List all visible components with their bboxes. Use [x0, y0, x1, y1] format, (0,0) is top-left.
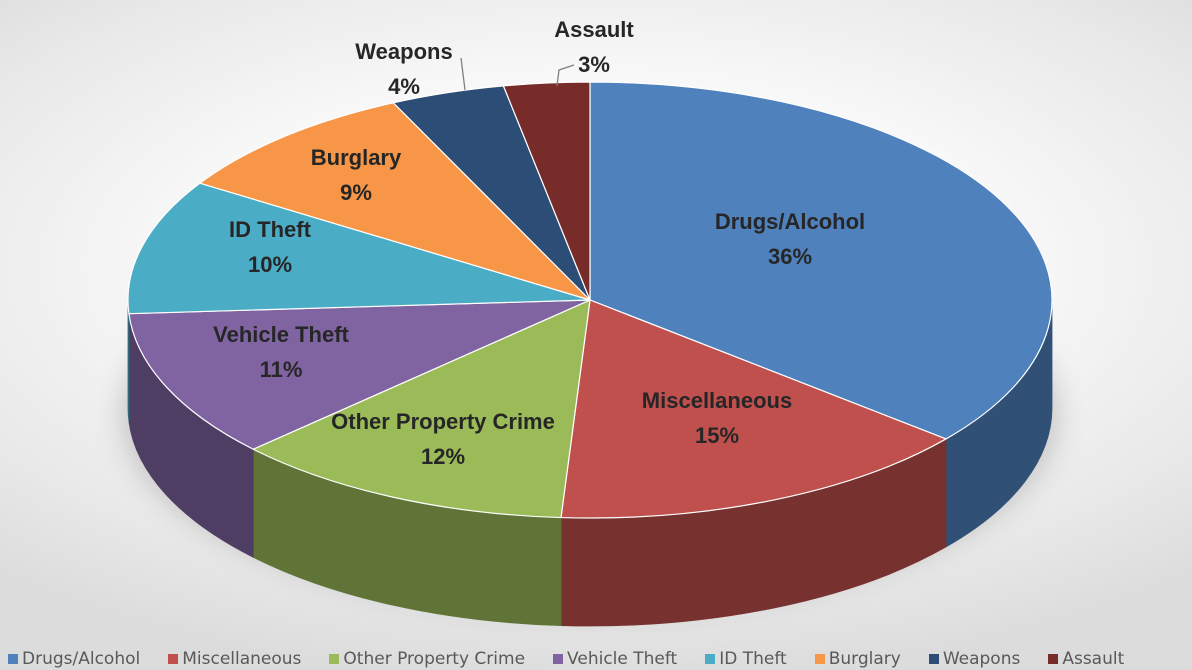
data-label-category: Burglary [311, 145, 402, 170]
leader-line-assault [556, 64, 575, 87]
legend-label: Assault [1062, 649, 1125, 669]
legend-label: Burglary [828, 649, 901, 669]
data-label-weapons: Weapons 4% [355, 39, 452, 99]
leader-lines [460, 57, 575, 91]
legend-label: Miscellaneous [182, 649, 302, 669]
data-label-value: 10% [248, 252, 292, 277]
legend-swatch [329, 654, 340, 664]
data-label-id-theft: ID Theft 10% [229, 217, 312, 277]
legend-swatch [8, 654, 18, 664]
legend-item-miscellaneous: Miscellaneous [168, 649, 301, 669]
pie-slice-assault [502, 81, 591, 301]
legend-item-vehicle-theft: Vehicle Theft [553, 649, 677, 669]
pie-side-id-theft [127, 299, 130, 422]
data-label-value: 9% [340, 180, 372, 205]
legend-swatch [168, 654, 179, 664]
data-label-category: Miscellaneous [642, 388, 792, 413]
data-label-category: Vehicle Theft [213, 322, 349, 347]
leader-line-weapons [460, 57, 466, 91]
data-labels: Drugs/Alcohol 36% Miscellaneous 15% Other Pr… [213, 17, 865, 469]
legend-label: Weapons [942, 649, 1021, 669]
pie-slice-id-theft [127, 182, 591, 315]
legend-item-assault: Assault [1048, 649, 1124, 669]
legend-item-other-property-crime: Other Property Crime [329, 649, 525, 669]
legend-label: Vehicle Theft [567, 649, 678, 669]
data-label-value: 3% [578, 52, 610, 77]
pie-slice-miscellaneous [560, 299, 947, 519]
data-label-other-property-crime: Other Property Crime 12% [331, 409, 555, 469]
legend-swatch [553, 654, 564, 664]
data-label-value: 11% [260, 357, 303, 382]
pie-slice-drugs-alcohol [589, 81, 1053, 440]
legend-swatch [928, 654, 939, 664]
data-label-miscellaneous: Miscellaneous 15% [642, 388, 792, 448]
pie-slice-burglary [199, 102, 591, 301]
legend-item-weapons: Weapons [928, 649, 1021, 669]
data-label-value: 36% [768, 244, 812, 269]
data-label-drugs-alcohol: Drugs/Alcohol 36% [715, 209, 865, 269]
legend-swatch [705, 654, 716, 664]
legend-label: Drugs/Alcohol [22, 649, 141, 669]
data-label-category: Other Property Crime [331, 409, 555, 434]
pie-slices [127, 81, 1053, 519]
pie-chart: Drugs/Alcohol 36% Miscellaneous 15% Other Pr… [122, 17, 1058, 627]
data-label-burglary: Burglary 9% [311, 145, 402, 205]
data-label-value: 12% [421, 444, 465, 469]
legend-item-id-theft: ID Theft [705, 649, 787, 669]
pie-side-walls [127, 299, 1053, 627]
legend-item-drugs-alcohol: Drugs/Alcohol [8, 649, 140, 669]
legend-swatch [814, 654, 825, 664]
chart-legend: Drugs/Alcohol Miscellaneous Other Property… [8, 648, 1192, 670]
data-label-assault: Assault 3% [554, 17, 634, 77]
legend-item-burglary: Burglary [814, 649, 901, 669]
pie-slice-vehicle-theft [128, 299, 591, 450]
data-label-vehicle-theft: Vehicle Theft 11% [213, 322, 349, 382]
pie-slice-other-property-crime [252, 299, 591, 519]
data-label-category: ID Theft [229, 217, 312, 242]
legend-label: Other Property Crime [343, 649, 526, 669]
legend-label: ID Theft [719, 649, 787, 669]
data-label-value: 15% [695, 423, 739, 448]
data-label-category: Assault [554, 17, 634, 42]
data-label-category: Drugs/Alcohol [715, 209, 865, 234]
data-label-category: Weapons [355, 39, 452, 64]
data-label-value: 4% [388, 74, 420, 99]
legend-swatch [1048, 654, 1059, 664]
